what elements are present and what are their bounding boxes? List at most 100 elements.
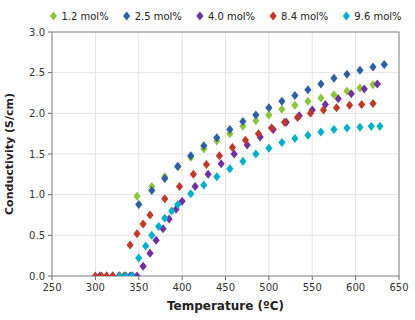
x-tick-label: 600 — [346, 282, 365, 293]
point — [307, 109, 314, 118]
y-tick — [48, 194, 52, 195]
background — [0, 0, 415, 320]
x-tick — [182, 276, 183, 280]
point — [218, 159, 225, 168]
point — [317, 93, 324, 102]
point — [176, 182, 183, 191]
point — [128, 272, 135, 277]
grid-line-y — [52, 113, 399, 114]
point — [281, 118, 288, 127]
y-tick-label: 1.5 — [29, 149, 45, 160]
point — [304, 97, 311, 106]
point — [255, 129, 262, 138]
legend-label: 4.0 mol% — [208, 11, 255, 22]
legend-label: 8.4 mol% — [281, 11, 328, 22]
point — [126, 241, 133, 250]
data-points — [92, 60, 388, 276]
point — [174, 163, 181, 172]
x-tick — [225, 276, 226, 280]
x-tick — [138, 276, 139, 280]
point — [135, 254, 142, 263]
point — [161, 194, 168, 203]
point — [116, 272, 123, 277]
legend-item: 2.5 mol% — [123, 11, 182, 22]
point — [265, 103, 272, 112]
point — [358, 100, 365, 109]
grid-line-y — [52, 194, 399, 195]
point — [133, 229, 140, 238]
point — [148, 186, 155, 195]
legend-item: 9.6 mol% — [343, 11, 402, 22]
point — [265, 144, 272, 153]
legend-marker — [123, 12, 130, 21]
point — [278, 105, 285, 114]
point — [115, 272, 122, 277]
point — [116, 272, 123, 277]
point — [146, 211, 153, 220]
point — [155, 222, 162, 231]
point — [103, 272, 110, 277]
legend-label: 1.2 mol% — [61, 11, 108, 22]
point — [304, 131, 311, 140]
point — [343, 123, 350, 132]
point — [376, 122, 383, 131]
legend-item: 1.2 mol% — [50, 11, 109, 22]
y-tick-label: 3.0 — [29, 27, 45, 38]
point — [333, 103, 340, 112]
y-axis-label: Conductivity (S/cm) — [3, 93, 16, 215]
point — [330, 125, 337, 134]
x-tick — [268, 276, 269, 280]
point — [239, 117, 246, 126]
y-tick — [48, 276, 52, 277]
point — [330, 74, 337, 83]
point — [168, 206, 175, 215]
point — [103, 272, 110, 277]
x-tick-label: 350 — [129, 282, 148, 293]
point — [187, 151, 194, 160]
point — [135, 200, 142, 209]
point — [343, 70, 350, 79]
x-tick-label: 550 — [303, 282, 322, 293]
point — [346, 101, 353, 110]
x-tick — [52, 276, 53, 280]
legend-marker — [196, 12, 203, 21]
point — [109, 272, 116, 277]
series — [126, 80, 380, 276]
point — [200, 180, 207, 189]
chart: 2503003504004505005506006500.00.51.01.52… — [0, 0, 415, 320]
point — [278, 138, 285, 147]
point — [242, 136, 249, 145]
point — [133, 192, 140, 201]
point — [109, 272, 116, 277]
y-tick-label: 2.5 — [29, 67, 45, 78]
point — [190, 170, 197, 179]
point — [203, 160, 210, 169]
series — [92, 99, 377, 276]
point — [278, 97, 285, 106]
legend-label: 9.6 mol% — [354, 11, 401, 22]
legend-marker — [343, 12, 350, 21]
point — [317, 128, 324, 137]
point — [348, 89, 355, 98]
point — [381, 60, 388, 69]
y-tick-label: 0.0 — [29, 271, 45, 282]
y-tick — [48, 235, 52, 236]
y-tick — [48, 72, 52, 73]
point — [139, 262, 146, 271]
y-tick — [48, 113, 52, 114]
point — [304, 85, 311, 94]
point — [239, 157, 246, 166]
point — [369, 62, 376, 71]
y-tick-label: 1.0 — [29, 189, 45, 200]
x-tick — [95, 276, 96, 280]
x-tick-label: 500 — [259, 282, 278, 293]
legend-label: 2.5 mol% — [135, 11, 182, 22]
x-tick-label: 300 — [86, 282, 105, 293]
x-tick-label: 650 — [389, 282, 408, 293]
point — [213, 172, 220, 181]
point — [356, 123, 363, 132]
series — [116, 122, 383, 276]
legend-item: 8.4 mol% — [270, 11, 329, 22]
point — [252, 150, 259, 159]
x-tick — [399, 276, 400, 280]
